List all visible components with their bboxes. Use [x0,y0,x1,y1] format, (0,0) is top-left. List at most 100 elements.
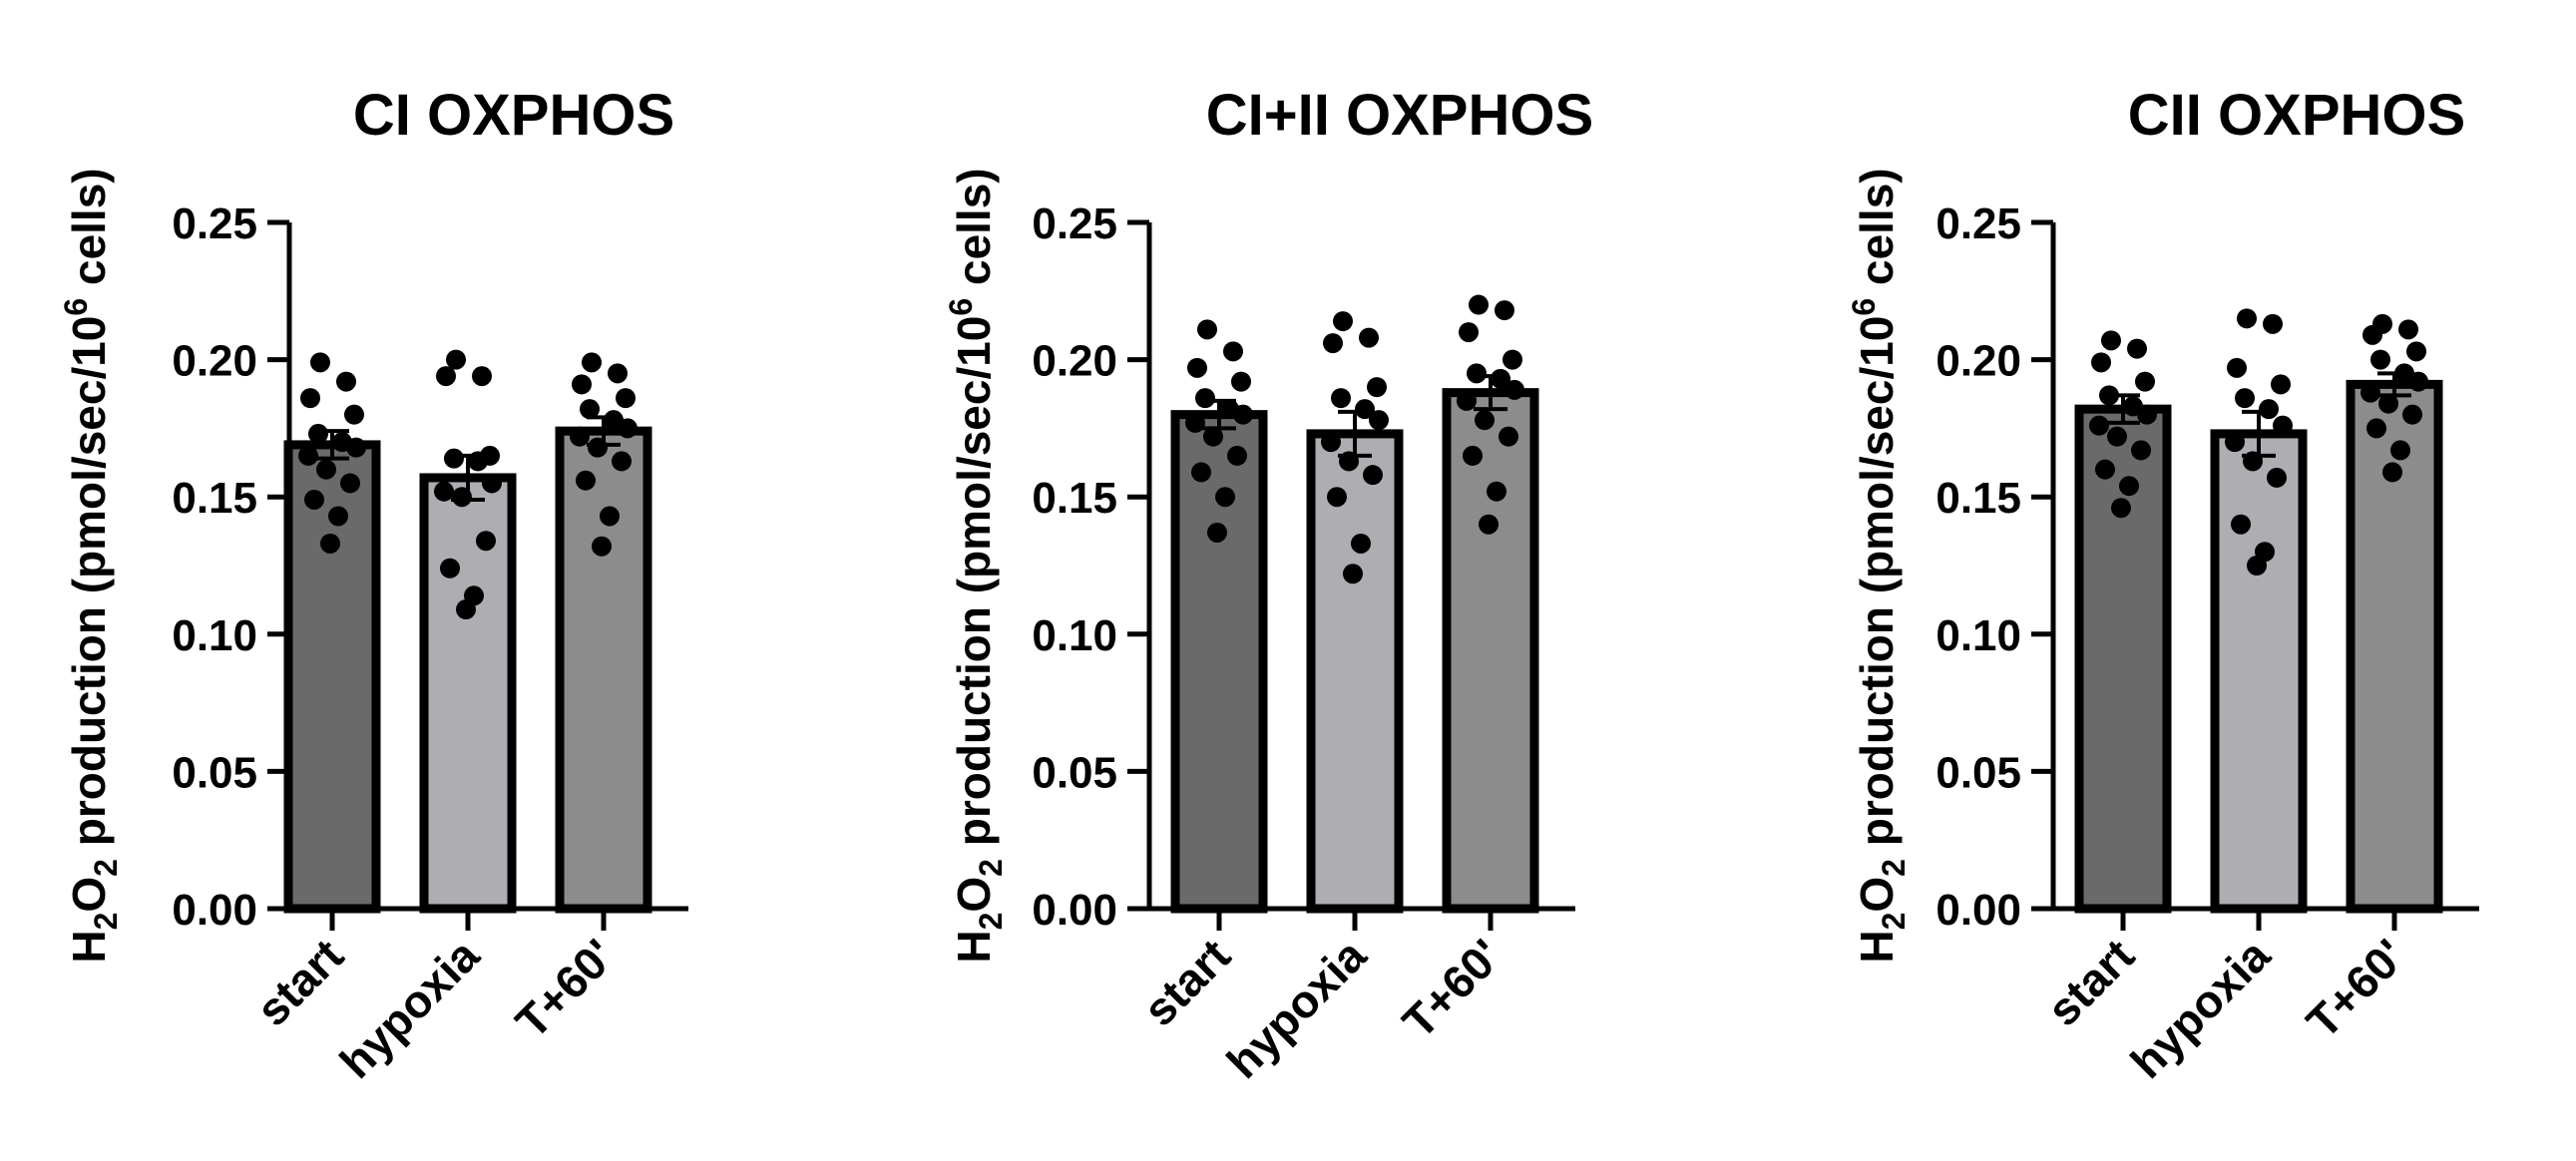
data-point [1504,379,1524,400]
data-point [2263,313,2283,334]
data-point [2370,349,2390,370]
data-point [572,374,592,395]
data-point [2382,462,2402,483]
y-tick-label: 0.00 [1032,886,1117,935]
data-point [346,437,366,458]
data-point [340,473,360,494]
data-point [618,418,638,439]
x-tick-label: T+60' [1393,929,1512,1048]
data-point [1479,514,1499,535]
y-tick-label: 0.05 [172,748,257,797]
data-point [1223,341,1243,362]
data-point [616,388,636,409]
data-point [1355,399,1375,420]
y-tick-label: 0.05 [1935,748,2021,797]
bar-2 [2210,429,2308,914]
data-point [600,506,620,527]
data-point [2235,388,2255,409]
data-point [1321,432,1341,453]
x-tick-label: start [2037,929,2144,1035]
data-point [310,352,330,373]
data-point [2099,385,2119,406]
data-point [1227,445,1247,466]
data-point [582,352,602,373]
data-point [608,363,628,384]
data-point [1197,319,1217,340]
bar-2 [1306,429,1404,914]
y-tick-label: 0.10 [1935,611,2021,660]
data-point [2402,404,2422,425]
data-point [1203,426,1223,447]
data-point [1323,333,1343,354]
data-point [2271,374,2291,395]
y-tick-label: 0.25 [1935,199,2021,248]
data-point [1331,388,1351,409]
data-point [1503,349,1522,370]
data-point [1187,357,1207,378]
data-point [2089,415,2109,436]
x-tick-label: hypoxia [2120,929,2280,1088]
data-point [344,404,364,425]
data-point [1327,487,1347,508]
data-point [2127,338,2147,359]
data-point [2119,476,2139,497]
data-point [1475,410,1495,431]
data-point [1457,390,1477,411]
data-point [2231,514,2251,535]
y-tick-label: 0.25 [1032,199,1117,248]
data-point [2095,459,2115,480]
x-tick-label: start [246,929,353,1035]
data-point [2408,371,2428,392]
data-point [456,599,476,620]
data-point [1491,368,1510,389]
data-point [1339,451,1359,472]
data-point [2237,308,2257,329]
y-tick-label: 0.15 [1935,474,2021,523]
data-point [2135,371,2155,392]
data-point [304,489,324,510]
y-axis-label: H2O2 production (pmol/sec/106 cells) [1846,168,1912,963]
data-point [1359,327,1379,348]
data-point [1469,294,1489,315]
data-point [300,388,320,409]
data-point [1191,462,1211,483]
data-point [2267,467,2287,488]
data-point [1215,487,1235,508]
data-point [328,506,348,527]
y-tick-label: 0.15 [172,474,257,523]
data-point [592,536,612,557]
data-point [1363,465,1383,486]
y-tick-label: 0.15 [1032,474,1117,523]
data-point [2273,415,2293,436]
data-point [2243,451,2263,472]
data-point [1495,300,1514,321]
data-point [2107,426,2127,447]
chart-panel-2: CI+II OXPHOS H2O2 production (pmol/sec/10… [943,83,1593,1088]
data-point [580,399,600,420]
data-point [468,451,488,472]
chart-title: CI OXPHOS [353,83,674,148]
data-point [2227,357,2247,378]
y-tick-label: 0.05 [1032,748,1117,797]
data-point [1343,564,1363,584]
y-axis-label: H2O2 production (pmol/sec/106 cells) [943,168,1009,963]
data-point [2366,418,2386,439]
y-tick-label: 0.00 [1935,886,2021,935]
data-point [1351,533,1371,554]
data-point [612,451,632,472]
data-point [446,349,466,370]
y-axis-label: H2O2 production (pmol/sec/106 cells) [58,168,124,963]
chart-title: CII OXPHOS [2128,83,2465,148]
data-point [2259,399,2279,420]
data-point [1207,522,1227,543]
data-point [1195,388,1215,409]
data-point [298,445,318,466]
data-point [1233,404,1253,425]
y-tick-label: 0.20 [1935,337,2021,386]
data-point [308,423,328,444]
data-point [2091,352,2111,373]
data-point [2406,341,2426,362]
data-point [476,531,496,552]
data-point [1463,445,1483,466]
data-point [2137,404,2157,425]
